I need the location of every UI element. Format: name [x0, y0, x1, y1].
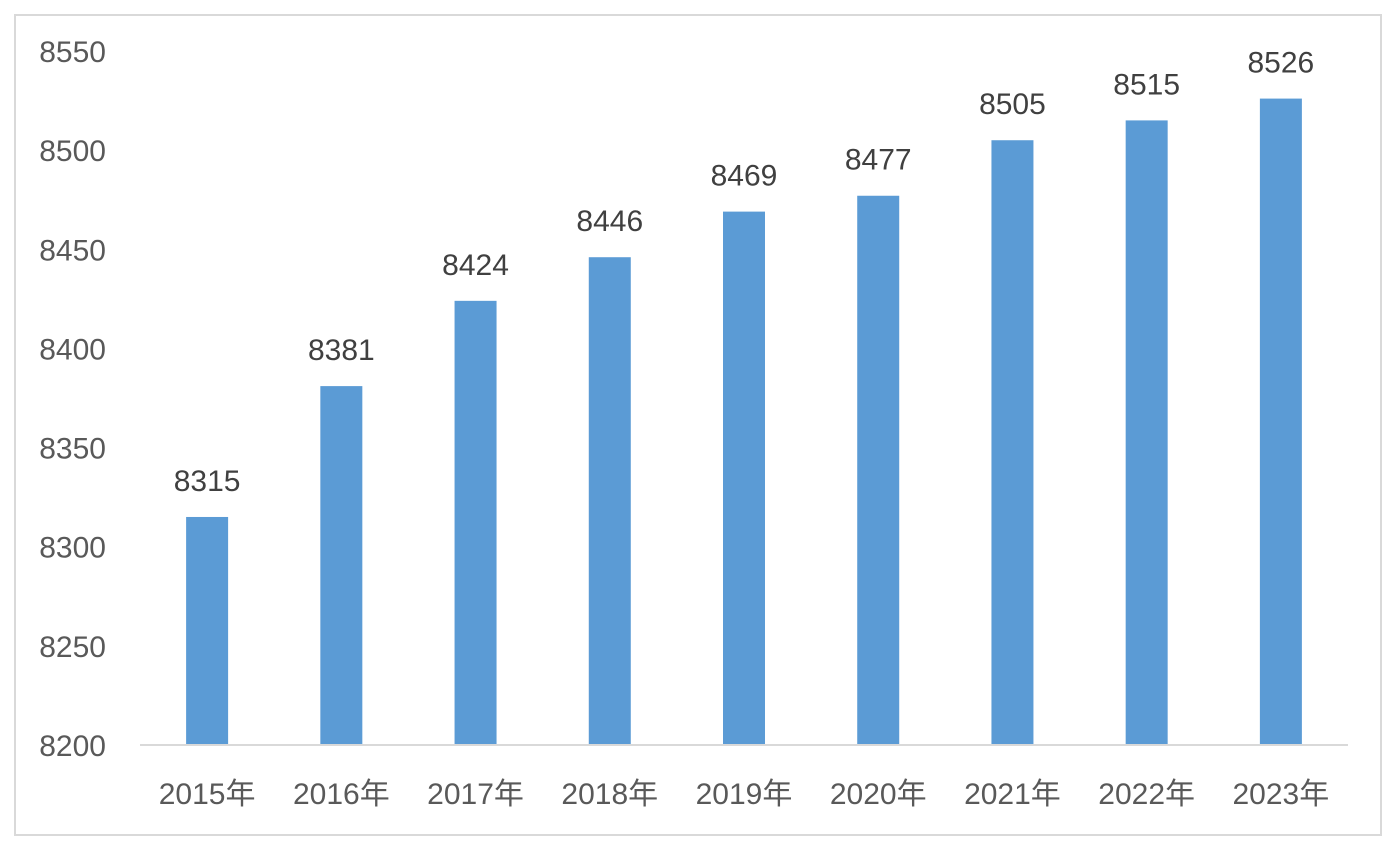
bar [991, 140, 1034, 745]
bar [1125, 120, 1168, 745]
bar [186, 516, 229, 745]
y-tick-label: 8500 [39, 135, 106, 168]
y-axis-ticks: 8200 8250 8300 8350 8400 8450 8500 8550 [39, 36, 106, 763]
data-label: 8446 [576, 205, 643, 238]
bar [723, 211, 765, 745]
bar [588, 257, 631, 745]
x-tick-label: 2017年 [427, 778, 524, 811]
data-label: 8424 [442, 249, 509, 282]
x-tick-label: 2015年 [159, 778, 256, 811]
data-label: 8505 [979, 88, 1046, 121]
data-label: 8515 [1113, 68, 1180, 101]
y-tick-label: 8350 [39, 433, 106, 466]
y-tick-label: 8400 [39, 333, 106, 366]
x-tick-label: 2018年 [561, 778, 658, 811]
y-tick-label: 8550 [39, 36, 106, 69]
x-tick-label: 2023年 [1233, 778, 1330, 811]
bar [454, 300, 497, 745]
data-label: 8381 [308, 334, 375, 367]
y-tick-label: 8250 [39, 631, 106, 664]
x-tick-label: 2020年 [830, 778, 927, 811]
bar [857, 195, 900, 746]
x-tick-label: 2019年 [696, 778, 793, 811]
data-labels: 8315 8381 8424 8446 8469 8477 8505 8515 8526 [174, 47, 1315, 498]
data-label: 8526 [1248, 47, 1315, 80]
y-tick-label: 8450 [39, 234, 106, 267]
x-axis-ticks: 2015年 2016年 2017年 2018年 2019年 2020年 2021年 2022年… [159, 778, 1330, 811]
bar-series [186, 98, 1302, 746]
bar [320, 386, 363, 745]
x-tick-label: 2021年 [964, 778, 1061, 811]
bar [1259, 98, 1302, 746]
y-tick-label: 8200 [39, 730, 106, 763]
data-label: 8315 [174, 465, 241, 498]
x-tick-label: 2016年 [293, 778, 390, 811]
data-label: 8469 [711, 160, 778, 193]
y-tick-label: 8300 [39, 532, 106, 565]
data-label: 8477 [845, 144, 912, 177]
x-tick-label: 2022年 [1098, 778, 1195, 811]
